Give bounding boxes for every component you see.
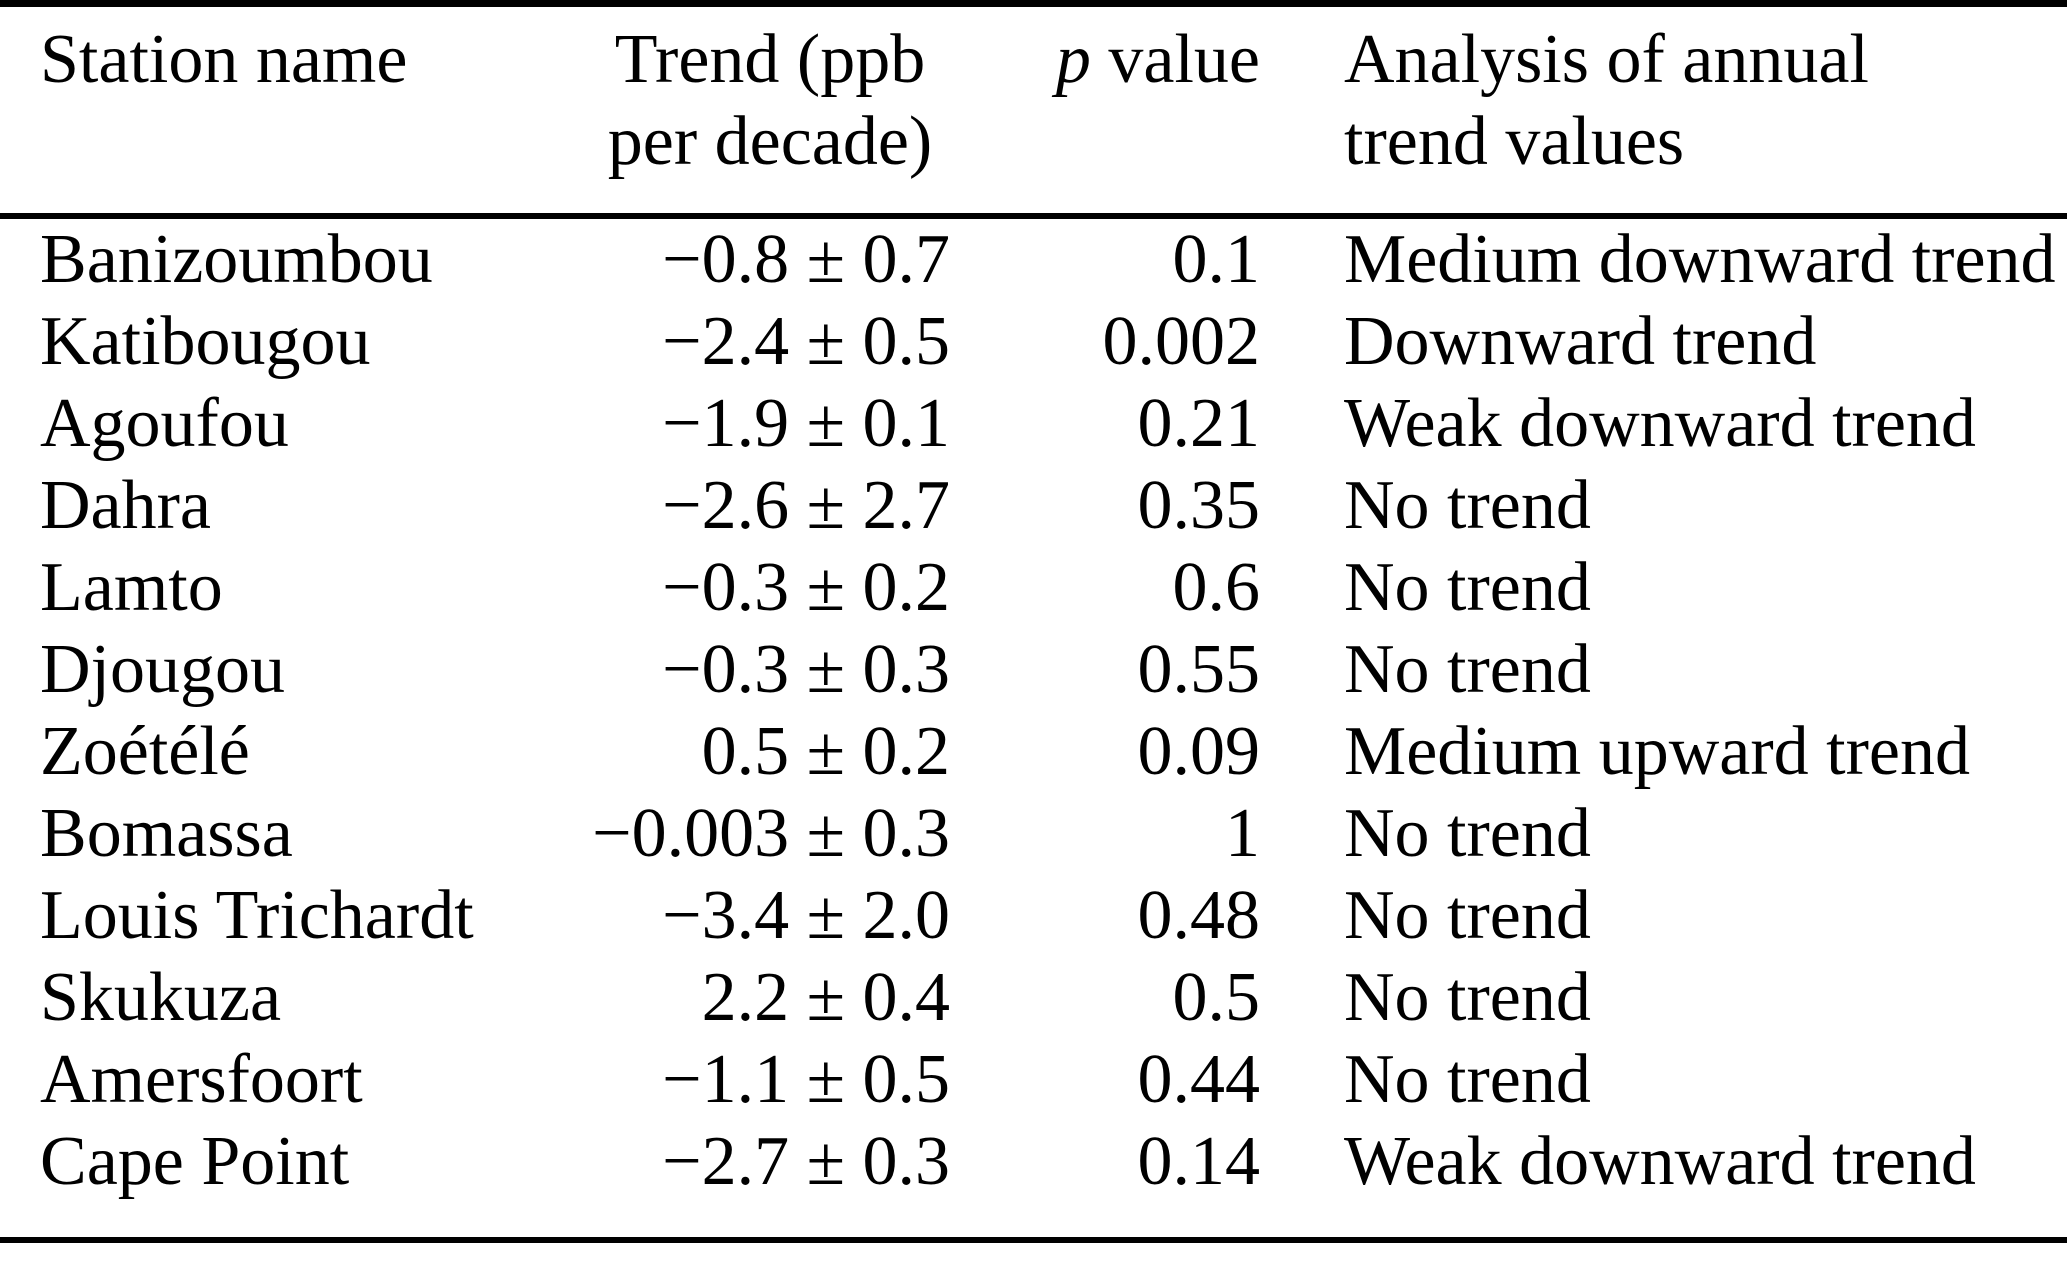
station-cell: Bomassa bbox=[40, 795, 293, 872]
col-header-station-label: Station name bbox=[40, 21, 408, 98]
analysis-cell: Weak downward trend bbox=[1260, 1121, 2067, 1243]
p-value-cell: 0.21 bbox=[1137, 385, 1261, 462]
analysis-cell: No trend bbox=[1344, 795, 1591, 872]
trend-cell: 0.5 ± 0.2 bbox=[701, 713, 950, 790]
station-cell: Louis Trichardt bbox=[40, 877, 474, 954]
col-header-analysis: Analysis of annual trend values bbox=[1260, 7, 2067, 219]
trend-cell: −0.003 ± 0.3 bbox=[592, 795, 950, 872]
analysis-cell: No trend bbox=[1344, 959, 1591, 1036]
p-value-cell: 0.48 bbox=[1137, 877, 1261, 954]
col-header-analysis-line1: Analysis of annual bbox=[1344, 21, 1869, 98]
p-value-cell: 0.09 bbox=[1137, 713, 1261, 790]
table-row: Cape Point −2.7 ± 0.3 0.14 Weak downward… bbox=[0, 1121, 2067, 1243]
col-header-p-rest: value bbox=[1090, 21, 1260, 98]
p-value-cell: 1 bbox=[1225, 795, 1260, 872]
table-row: Zoétélé 0.5 ± 0.2 0.09 Medium upward tre… bbox=[0, 711, 2067, 793]
trend-cell: −0.3 ± 0.2 bbox=[662, 549, 950, 626]
station-cell: Dahra bbox=[40, 467, 212, 544]
table-top-rule bbox=[0, 0, 2067, 7]
station-cell: Agoufou bbox=[40, 385, 289, 462]
analysis-cell: No trend bbox=[1344, 877, 1591, 954]
station-cell: Skukuza bbox=[40, 959, 282, 1036]
p-value-cell: 0.55 bbox=[1137, 631, 1261, 708]
analysis-cell: No trend bbox=[1344, 467, 1591, 544]
analysis-cell: Medium upward trend bbox=[1344, 713, 1970, 790]
analysis-cell: Weak downward trend bbox=[1344, 385, 1976, 462]
table-row: Banizoumbou −0.8 ± 0.7 0.1 Medium downwa… bbox=[0, 216, 2067, 301]
station-trend-table: Station name Trend (ppb per decade) p va… bbox=[0, 7, 2067, 1243]
analysis-cell: No trend bbox=[1344, 631, 1591, 708]
station-cell: Cape Point bbox=[0, 1121, 560, 1243]
trend-cell: −1.1 ± 0.5 bbox=[662, 1041, 950, 1118]
trend-cell: −3.4 ± 2.0 bbox=[662, 877, 950, 954]
p-value-cell: 0.002 bbox=[1102, 303, 1261, 380]
p-value-cell: 0.5 bbox=[1172, 959, 1261, 1036]
trend-cell: −0.3 ± 0.3 bbox=[662, 631, 950, 708]
trend-cell: −2.6 ± 2.7 bbox=[662, 467, 950, 544]
table-row: Bomassa −0.003 ± 0.3 1 No trend bbox=[0, 793, 2067, 875]
trend-cell: −2.4 ± 0.5 bbox=[662, 303, 950, 380]
table-row: Lamto −0.3 ± 0.2 0.6 No trend bbox=[0, 547, 2067, 629]
trend-cell: −0.8 ± 0.7 bbox=[662, 221, 950, 298]
station-cell: Katibougou bbox=[40, 303, 371, 380]
p-value-cell: 0.44 bbox=[1137, 1041, 1261, 1118]
trend-cell: −2.7 ± 0.3 bbox=[560, 1121, 950, 1243]
header-row: Station name Trend (ppb per decade) p va… bbox=[0, 7, 2067, 219]
col-header-trend-line1: Trend (ppb bbox=[614, 21, 926, 98]
analysis-cell: No trend bbox=[1344, 1041, 1591, 1118]
col-header-p-symbol: p bbox=[1055, 21, 1091, 98]
table-row: Dahra −2.6 ± 2.7 0.35 No trend bbox=[0, 465, 2067, 547]
analysis-cell: Downward trend bbox=[1344, 303, 1817, 380]
station-cell: Banizoumbou bbox=[40, 221, 433, 298]
trend-cell: 2.2 ± 0.4 bbox=[701, 959, 950, 1036]
table-row: Louis Trichardt −3.4 ± 2.0 0.48 No trend bbox=[0, 875, 2067, 957]
col-header-analysis-line2: trend values bbox=[1344, 103, 1685, 180]
station-cell: Zoétélé bbox=[40, 713, 250, 790]
station-cell: Djougou bbox=[40, 631, 285, 708]
station-cell: Amersfoort bbox=[40, 1041, 363, 1118]
p-value-cell: 0.6 bbox=[1172, 549, 1261, 626]
table-row: Agoufou −1.9 ± 0.1 0.21 Weak downward tr… bbox=[0, 383, 2067, 465]
analysis-cell: Medium downward trend bbox=[1344, 221, 2056, 298]
table-row: Djougou −0.3 ± 0.3 0.55 No trend bbox=[0, 629, 2067, 711]
table-header: Station name Trend (ppb per decade) p va… bbox=[0, 7, 2067, 219]
p-value-cell: 0.14 bbox=[950, 1121, 1260, 1243]
p-value-cell: 0.35 bbox=[1137, 467, 1261, 544]
col-header-station: Station name bbox=[0, 7, 560, 219]
analysis-cell: No trend bbox=[1344, 549, 1591, 626]
table-body: Banizoumbou −0.8 ± 0.7 0.1 Medium downwa… bbox=[0, 216, 2067, 1243]
trend-cell: −1.9 ± 0.1 bbox=[662, 385, 950, 462]
table-row: Katibougou −2.4 ± 0.5 0.002 Downward tre… bbox=[0, 301, 2067, 383]
col-header-trend: Trend (ppb per decade) bbox=[560, 7, 950, 219]
col-header-trend-line2: per decade) bbox=[607, 103, 933, 180]
p-value-cell: 0.1 bbox=[1172, 221, 1261, 298]
table-row: Amersfoort −1.1 ± 0.5 0.44 No trend bbox=[0, 1039, 2067, 1121]
station-cell: Lamto bbox=[40, 549, 223, 626]
table-row: Skukuza 2.2 ± 0.4 0.5 No trend bbox=[0, 957, 2067, 1039]
col-header-p-value: p value bbox=[950, 7, 1260, 219]
